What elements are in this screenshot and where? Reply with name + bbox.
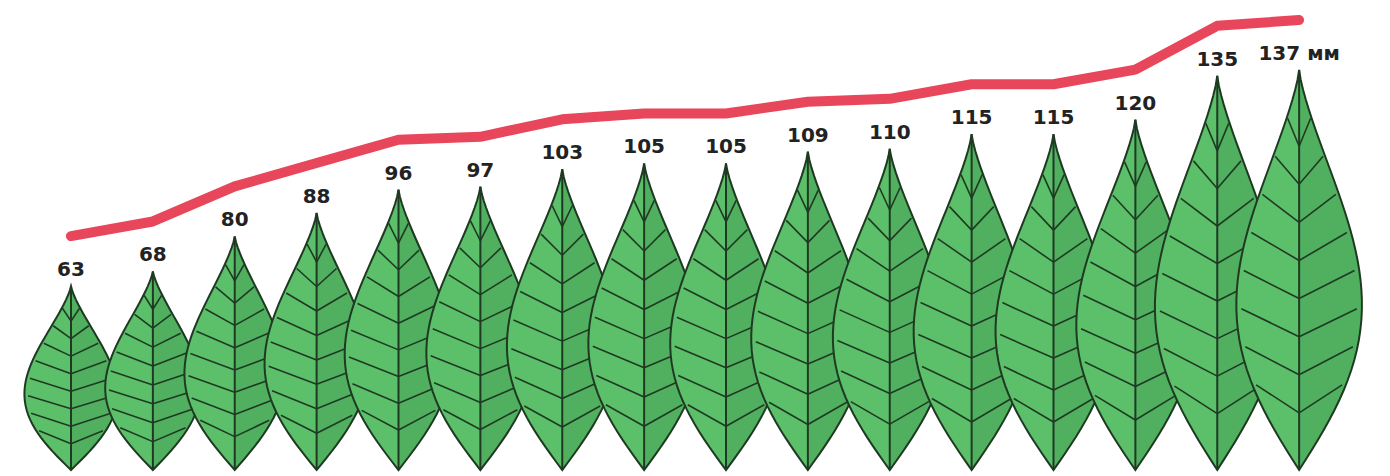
svg-text:135: 135	[1196, 47, 1238, 71]
svg-text:97: 97	[466, 158, 494, 182]
svg-text:105: 105	[623, 134, 665, 158]
svg-text:137 мм: 137 мм	[1258, 41, 1339, 65]
svg-text:110: 110	[869, 120, 911, 144]
svg-text:115: 115	[951, 105, 993, 129]
svg-text:109: 109	[787, 123, 829, 147]
svg-text:115: 115	[1033, 105, 1075, 129]
svg-text:63: 63	[57, 257, 85, 281]
svg-text:80: 80	[221, 207, 249, 231]
svg-text:105: 105	[705, 134, 747, 158]
svg-text:96: 96	[385, 161, 413, 185]
svg-text:103: 103	[541, 140, 583, 164]
svg-text:68: 68	[139, 242, 167, 266]
svg-text:88: 88	[303, 184, 331, 208]
svg-text:120: 120	[1115, 91, 1157, 115]
